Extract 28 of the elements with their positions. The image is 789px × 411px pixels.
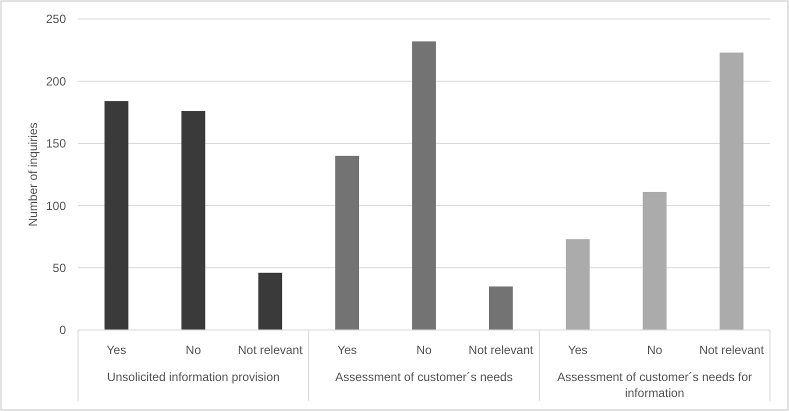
text: Assessment of customer´s needs for information [557,370,752,400]
x-tick-label: Yes [106,343,126,357]
y-tick-label: 0 [59,323,66,338]
y-axis-title: Number of inquiries [26,122,40,227]
bar [412,41,436,330]
text: Unsolicited information provision [106,370,280,384]
y-tick-label: 200 [46,74,66,88]
bar [181,111,206,330]
x-tick-label: No [416,343,432,357]
bar [566,239,590,330]
x-tick-label: Not relevant [699,343,765,357]
y-tick-label: 100 [46,198,66,213]
x-tick-label: No [186,343,202,357]
bar [720,52,744,330]
bar [488,286,513,330]
text: Assessment of customer´s needs [335,370,513,384]
bar [258,272,282,330]
y-tick-label: 150 [46,136,66,151]
bar [104,101,128,330]
bar [642,192,667,330]
y-tick-label: 50 [52,261,66,275]
x-tick-label: Yes [337,343,357,357]
x-tick-label: No [646,343,663,357]
bar [335,156,360,330]
x-tick-label: Yes [568,343,588,357]
x-tick-label: Not relevant [238,343,304,357]
x-tick-label: Not relevant [468,343,534,357]
y-tick-label: 250 [46,12,66,26]
